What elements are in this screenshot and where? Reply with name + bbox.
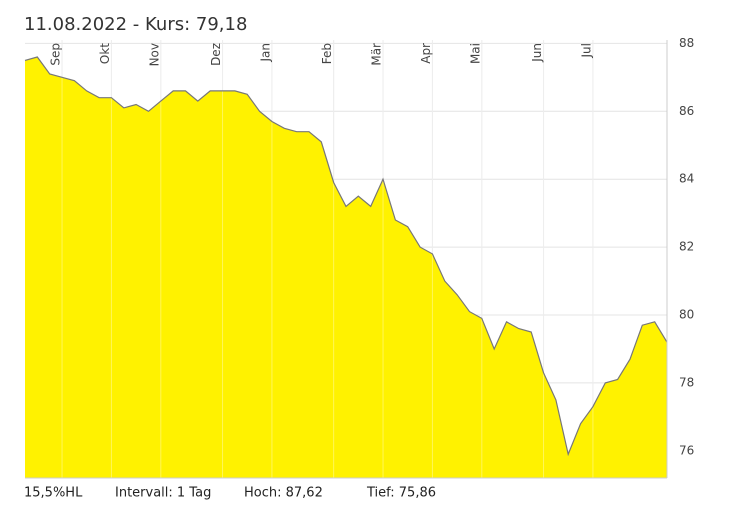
chart-title: 11.08.2022 - Kurs: 79,18 — [24, 14, 247, 35]
footer-low: Tief: 75,86 — [366, 486, 436, 501]
x-tick-label: Dez — [209, 43, 223, 66]
x-tick-label: Feb — [320, 43, 334, 64]
y-tick-label: 86 — [679, 104, 694, 118]
footer-high: Hoch: 87,62 — [244, 486, 323, 501]
footer-interval: Intervall: 1 Tag — [115, 486, 211, 501]
y-tick-label: 78 — [679, 375, 694, 389]
x-tick-label: Jul — [579, 43, 593, 58]
x-tick-label: Mai — [468, 43, 482, 64]
area — [25, 57, 667, 478]
y-tick-label: 88 — [679, 36, 694, 50]
x-tick-label: Okt — [98, 43, 112, 64]
y-tick-label: 82 — [679, 240, 694, 254]
footer-range: 15,5%HL — [24, 486, 83, 501]
y-tick-label: 76 — [679, 443, 694, 457]
x-tick-label: Jun — [530, 43, 544, 63]
x-tick-label: Sep — [49, 43, 63, 66]
x-tick-label: Nov — [147, 43, 161, 66]
x-tick-label: Jan — [258, 43, 272, 63]
y-tick-label: 84 — [679, 172, 694, 186]
y-tick-label: 80 — [679, 308, 694, 322]
x-tick-label: Apr — [419, 43, 433, 64]
price-line — [24, 56, 668, 457]
x-tick-label: Mär — [370, 43, 384, 66]
